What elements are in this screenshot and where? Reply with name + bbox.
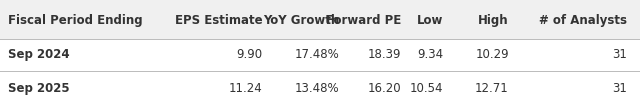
Text: 9.90: 9.90 [236, 48, 262, 61]
Text: 13.48%: 13.48% [294, 82, 339, 95]
Text: YoY Growth: YoY Growth [263, 14, 339, 27]
Text: High: High [478, 14, 509, 27]
Text: Forward PE: Forward PE [326, 14, 401, 27]
Text: Sep 2025: Sep 2025 [8, 82, 69, 95]
Text: 10.29: 10.29 [475, 48, 509, 61]
Text: 9.34: 9.34 [417, 48, 444, 61]
Text: 11.24: 11.24 [228, 82, 262, 95]
Text: 10.54: 10.54 [410, 82, 444, 95]
Text: Sep 2024: Sep 2024 [8, 48, 69, 61]
Text: EPS Estimate: EPS Estimate [175, 14, 262, 27]
Text: 17.48%: 17.48% [294, 48, 339, 61]
Text: 31: 31 [612, 82, 627, 95]
Text: # of Analysts: # of Analysts [540, 14, 627, 27]
FancyBboxPatch shape [0, 0, 640, 39]
Text: Fiscal Period Ending: Fiscal Period Ending [8, 14, 142, 27]
Text: 12.71: 12.71 [475, 82, 509, 95]
Text: 18.39: 18.39 [368, 48, 401, 61]
Text: 31: 31 [612, 48, 627, 61]
Text: 16.20: 16.20 [367, 82, 401, 95]
Text: Low: Low [417, 14, 444, 27]
